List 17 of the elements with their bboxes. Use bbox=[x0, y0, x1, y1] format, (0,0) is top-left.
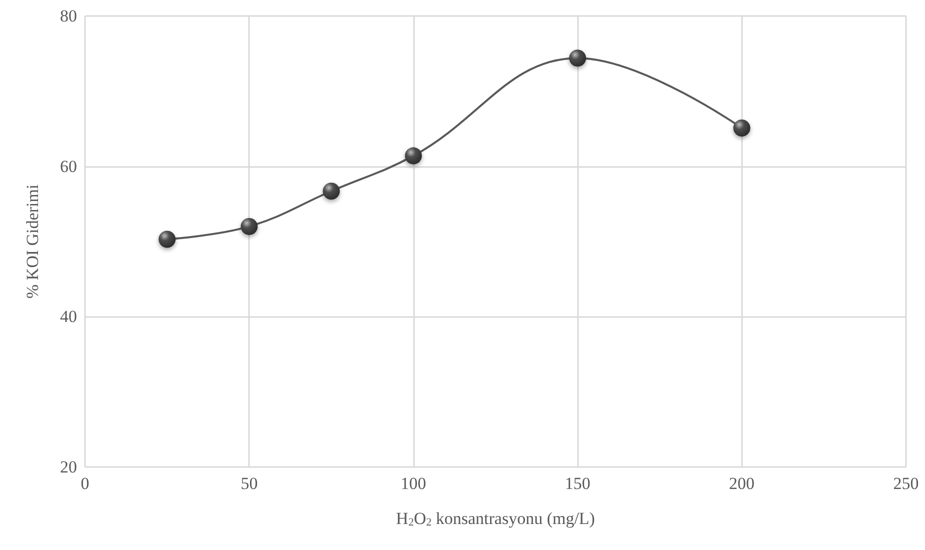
point bbox=[733, 120, 750, 136]
y-tick-label: 80 bbox=[60, 6, 77, 26]
y-axis-title: % KOI Giderimi bbox=[23, 184, 42, 299]
point bbox=[569, 50, 586, 67]
x-tick-label: 0 bbox=[80, 474, 90, 493]
point bbox=[404, 147, 422, 164]
x-tick-label: 100 bbox=[400, 474, 426, 493]
x-tick-label: 150 bbox=[564, 474, 590, 493]
x-tick-label: 50 bbox=[240, 474, 258, 493]
y-tick-label: 60 bbox=[60, 156, 77, 176]
point bbox=[322, 182, 340, 200]
point bbox=[158, 230, 176, 248]
y-tick-label: 20 bbox=[60, 458, 77, 476]
point bbox=[240, 218, 258, 235]
x-tick-label: 200 bbox=[729, 474, 755, 493]
y-tick-label: 40 bbox=[60, 307, 77, 326]
x-tick-label: 250 bbox=[893, 474, 919, 493]
